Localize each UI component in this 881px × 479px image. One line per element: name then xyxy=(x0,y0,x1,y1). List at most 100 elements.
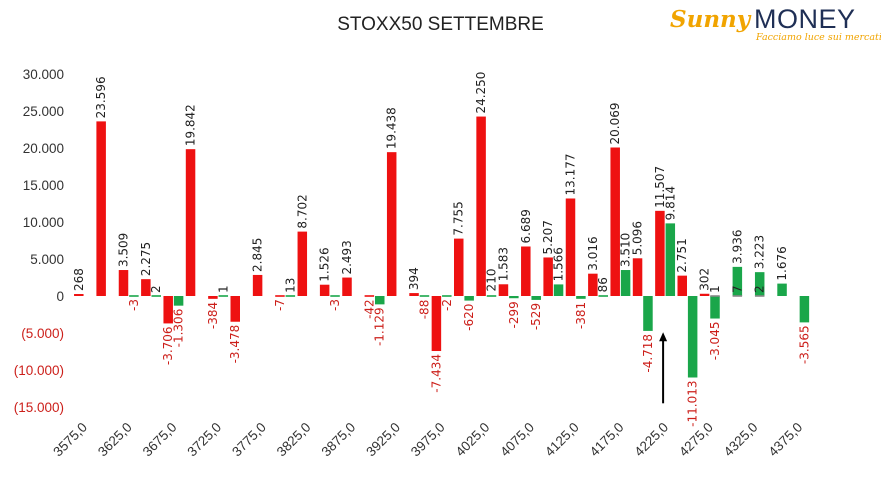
data-label: 23.596 xyxy=(94,76,108,118)
x-tick-label: 4175,0 xyxy=(587,420,627,460)
x-tick-label: 3575,0 xyxy=(50,420,90,460)
data-label: -4.718 xyxy=(641,334,655,373)
data-label: 210 xyxy=(485,269,499,292)
y-tick-label: 20.000 xyxy=(23,141,64,156)
bar xyxy=(476,116,486,296)
data-label: -3 xyxy=(328,299,342,311)
bar xyxy=(285,295,296,297)
y-tick-label: 10.000 xyxy=(23,215,64,230)
bar xyxy=(118,270,129,296)
data-label: 11.507 xyxy=(653,166,667,208)
x-tick-label: 4225,0 xyxy=(631,420,671,460)
data-label: 2.493 xyxy=(340,240,354,274)
x-tick-label: 3975,0 xyxy=(408,420,448,460)
y-tick-label: 25.000 xyxy=(23,104,64,119)
data-label: 24.250 xyxy=(474,72,488,114)
bar xyxy=(96,121,106,296)
sunny-money-logo: Sunny MONEY Facciamo luce sui mercati xyxy=(668,4,881,44)
data-label: 302 xyxy=(698,268,712,291)
annotation-arrow-head xyxy=(659,332,668,342)
data-label: 394 xyxy=(407,267,421,290)
x-tick-label: 3625,0 xyxy=(95,420,135,460)
data-label: 19.438 xyxy=(385,107,399,149)
bar xyxy=(431,296,442,352)
bar xyxy=(553,284,564,296)
y-tick-label: 0 xyxy=(56,289,64,304)
bar xyxy=(386,152,397,296)
y-tick-label: (5.000) xyxy=(21,326,64,341)
x-tick-label: 4375,0 xyxy=(766,420,806,460)
bar xyxy=(454,238,464,296)
bar xyxy=(342,277,352,296)
bar xyxy=(364,295,375,297)
x-tick-label: 4125,0 xyxy=(542,420,582,460)
bar xyxy=(129,295,139,297)
bar xyxy=(498,284,509,296)
data-label: 6.689 xyxy=(519,209,533,243)
bar xyxy=(74,294,84,296)
bar xyxy=(230,296,240,322)
bar xyxy=(777,283,787,296)
data-label: -299 xyxy=(507,301,521,328)
data-label: -42 xyxy=(362,299,376,319)
data-label: -7.434 xyxy=(429,354,443,393)
bar xyxy=(208,296,218,299)
x-tick-label: 3725,0 xyxy=(184,420,224,460)
bar xyxy=(141,279,151,296)
bar xyxy=(486,295,497,297)
bar xyxy=(699,293,710,296)
data-label: -384 xyxy=(206,302,220,329)
data-label: 1.526 xyxy=(318,247,332,281)
bar xyxy=(163,296,173,324)
bar xyxy=(732,295,743,297)
bar xyxy=(543,257,553,296)
bar xyxy=(330,295,340,297)
x-tick-label: 3675,0 xyxy=(140,420,180,460)
data-label: 3.223 xyxy=(753,235,767,269)
x-tick-label: 3875,0 xyxy=(319,420,359,460)
bar xyxy=(531,296,541,300)
data-label: 1.583 xyxy=(496,247,510,281)
x-tick-label: 4075,0 xyxy=(497,420,537,460)
data-label: -11.013 xyxy=(686,380,700,426)
data-label: -2 xyxy=(440,299,454,311)
data-label: 19.842 xyxy=(184,104,198,146)
bar xyxy=(419,295,430,297)
bar xyxy=(185,149,196,296)
data-label: 268 xyxy=(72,268,86,291)
data-label: 2.751 xyxy=(675,238,689,272)
data-label: 9.814 xyxy=(663,186,677,220)
bar xyxy=(620,270,631,296)
data-label: -3.478 xyxy=(228,325,242,364)
bar xyxy=(655,210,665,296)
bar xyxy=(173,296,184,306)
x-tick-label: 4325,0 xyxy=(721,420,761,460)
data-label: 3.510 xyxy=(619,233,633,267)
bar xyxy=(576,296,586,299)
data-labels: 268 23.596 3.509 2.275 -3.706 19.842 -384 -3.47… xyxy=(72,72,812,427)
data-label: 3.509 xyxy=(117,233,131,267)
data-label: -1.306 xyxy=(172,309,186,348)
data-label: -3.565 xyxy=(797,325,811,364)
data-label: -3 xyxy=(127,299,141,311)
bar xyxy=(754,272,765,296)
data-label: 2.845 xyxy=(251,238,265,272)
chart-title: STOXX50 SETTEMBRE xyxy=(337,14,544,35)
data-label: 5.207 xyxy=(541,220,555,254)
data-label: 1 xyxy=(708,285,722,293)
bar xyxy=(442,295,452,297)
x-tick-label: 3925,0 xyxy=(363,420,403,460)
data-label: 3.016 xyxy=(586,236,600,270)
bar xyxy=(464,296,474,301)
data-label: 7 xyxy=(730,285,744,293)
bar xyxy=(252,274,263,296)
bar xyxy=(754,295,765,297)
bar xyxy=(687,296,698,378)
data-label: -381 xyxy=(574,302,588,329)
bar xyxy=(275,295,285,297)
annotations xyxy=(659,332,668,404)
data-label: -1.129 xyxy=(373,307,387,346)
data-label: 1.566 xyxy=(552,247,566,281)
y-tick-label: 30.000 xyxy=(23,67,64,82)
